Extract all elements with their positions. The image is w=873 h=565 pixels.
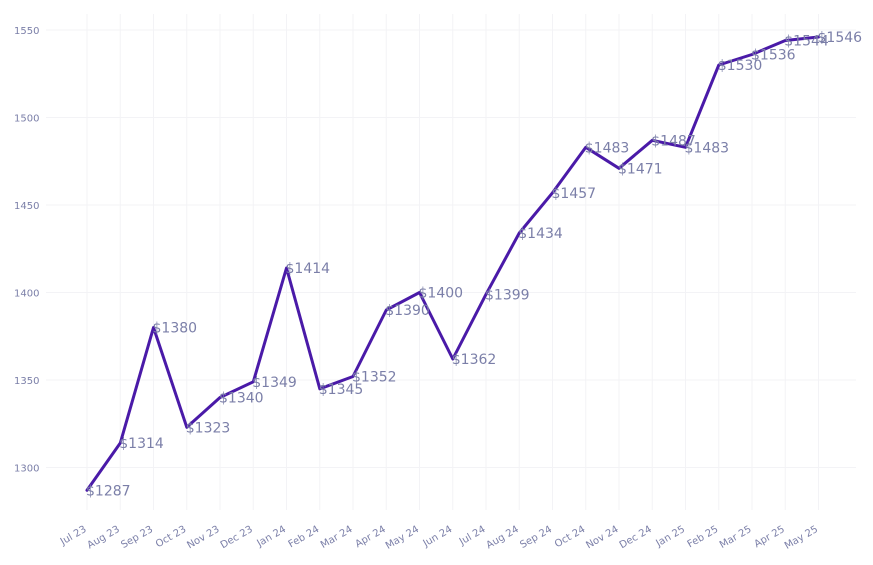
x-tick-label: Aug 23: [86, 524, 122, 551]
data-label: $1414: [286, 261, 331, 277]
data-label: $1340: [219, 391, 264, 407]
data-label: $1471: [618, 161, 663, 177]
data-labels: $1287 $1314 $1380 $1323 $1340$1349 $1414 $1345…: [86, 30, 862, 499]
x-tick-label: Jul 23: [58, 524, 89, 548]
data-label: $1530: [718, 58, 763, 74]
data-label: $1536: [751, 48, 796, 64]
x-tick-label: May 24: [384, 524, 421, 552]
x-tick-label: Mar 24: [319, 524, 355, 551]
y-axis: 1300 1350 1400 1450 1500 1550: [14, 26, 39, 475]
x-tick-label: Sep 24: [518, 524, 554, 551]
data-label: $1457: [552, 186, 597, 202]
data-label: $1323: [186, 420, 231, 436]
grid: [46, 14, 856, 510]
y-tick-label: 1500: [14, 114, 39, 125]
x-tick-label: Jul 24: [457, 524, 488, 548]
y-tick-label: 1400: [14, 289, 39, 300]
series-line: [85, 35, 820, 492]
data-label: $1546: [818, 30, 863, 46]
x-tick-label: Jan 25: [654, 524, 687, 550]
y-tick-label: 1350: [14, 376, 39, 387]
x-tick-label: Feb 25: [686, 524, 721, 550]
x-tick-label: Aug 24: [485, 524, 521, 551]
data-label: $1483: [585, 140, 630, 156]
x-tick-label: Oct 23: [154, 524, 188, 550]
x-tick-label: Jan 24: [255, 524, 288, 550]
data-label: $1287: [86, 483, 131, 499]
x-tick-label: Nov 23: [185, 524, 221, 551]
x-tick-label: Jun 24: [421, 524, 455, 550]
data-label: $1400: [419, 286, 464, 302]
data-label: $1390: [385, 303, 430, 319]
x-tick-label: Oct 24: [553, 524, 587, 550]
x-tick-label: Feb 24: [287, 524, 322, 550]
data-label: $1314: [119, 436, 164, 452]
data-label: $1362: [452, 352, 497, 368]
data-label: $1345: [319, 382, 364, 398]
y-tick-label: 1300: [14, 464, 39, 475]
x-tick-label: Nov 24: [584, 524, 620, 551]
data-label: $1544: [784, 34, 829, 50]
x-tick-label: Dec 24: [618, 524, 654, 551]
y-tick-label: 1450: [14, 201, 39, 212]
data-label: $1483: [685, 140, 730, 156]
data-label: $1349: [252, 375, 297, 391]
x-tick-label: Apr 24: [353, 524, 387, 550]
y-tick-label: 1550: [14, 26, 39, 37]
data-label: $1352: [352, 370, 397, 386]
x-tick-label: May 25: [783, 524, 820, 552]
data-label: $1487: [651, 133, 696, 149]
data-label: $1434: [518, 226, 563, 242]
x-tick-label: Sep 23: [119, 524, 155, 551]
x-tick-label: Mar 25: [718, 524, 754, 551]
data-label: $1380: [153, 321, 198, 337]
x-tick-label: Dec 23: [219, 524, 255, 551]
x-tick-label: Apr 25: [752, 524, 786, 550]
data-label: $1399: [485, 287, 530, 303]
